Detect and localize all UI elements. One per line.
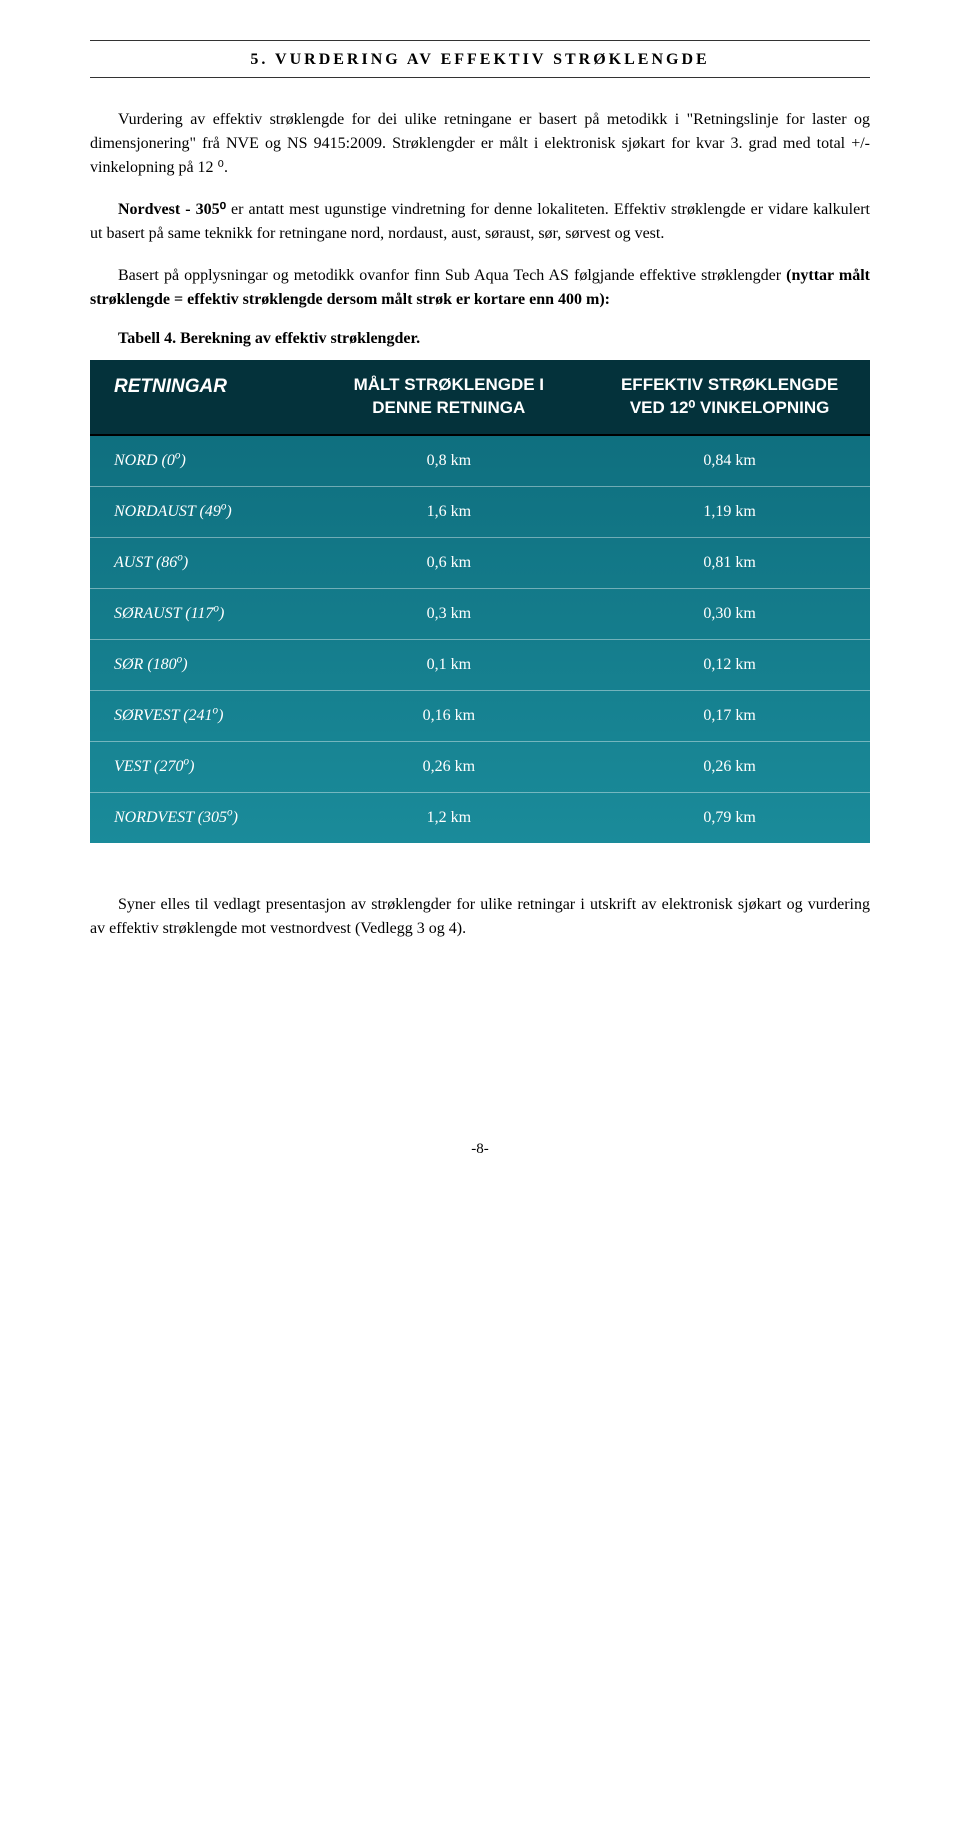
para2-bold-lead: Nordvest - 305⁰ [118, 201, 226, 218]
cell-dir: SØRAUST (117 [114, 605, 213, 622]
page: 5. VURDERING AV EFFEKTIV STRØKLENGDE Vur… [0, 0, 960, 1218]
table-row: SØR (180o) 0,1 km 0,12 km [90, 639, 870, 690]
table-body: NORD (0o) 0,8 km 0,84 km NORDAUST (49o) … [90, 435, 870, 843]
rule-top [90, 40, 870, 41]
cell-eff: 0,26 km [589, 741, 870, 792]
table-row: AUST (86o) 0,6 km 0,81 km [90, 537, 870, 588]
paragraph-1: Vurdering av effektiv strøklengde for de… [90, 108, 870, 180]
table-row: VEST (270o) 0,26 km 0,26 km [90, 741, 870, 792]
cell-close: ) [218, 707, 223, 724]
cell-malt: 0,1 km [308, 639, 589, 690]
paragraph-4: Syner elles til vedlagt presentasjon av … [90, 893, 870, 941]
cell-dir: NORDVEST (305 [114, 809, 227, 826]
cell-eff: 0,79 km [589, 792, 870, 843]
section-title: 5. VURDERING AV EFFEKTIV STRØKLENGDE [90, 47, 870, 77]
cell-dir: AUST (86 [114, 554, 177, 571]
cell-eff: 0,17 km [589, 690, 870, 741]
cell-close: ) [189, 758, 194, 775]
cell-malt: 0,16 km [308, 690, 589, 741]
th-retningar: RETNINGAR [90, 360, 308, 435]
table-row: NORDAUST (49o) 1,6 km 1,19 km [90, 486, 870, 537]
cell-close: ) [180, 452, 185, 469]
cell-eff: 0,30 km [589, 588, 870, 639]
table-row: NORD (0o) 0,8 km 0,84 km [90, 435, 870, 487]
table-row: SØRVEST (241o) 0,16 km 0,17 km [90, 690, 870, 741]
cell-eff: 0,12 km [589, 639, 870, 690]
cell-close: ) [233, 809, 238, 826]
cell-malt: 0,3 km [308, 588, 589, 639]
cell-malt: 0,8 km [308, 435, 589, 487]
paragraph-3: Basert på opplysningar og metodikk ovanf… [90, 264, 870, 312]
para3-lead: Basert på opplysningar og metodikk ovanf… [118, 267, 786, 284]
th-malt-l2: DENNE RETNINGA [372, 398, 525, 417]
cell-malt: 0,6 km [308, 537, 589, 588]
cell-dir: VEST (270 [114, 758, 183, 775]
cell-close: ) [182, 656, 187, 673]
table-row: NORDVEST (305o) 1,2 km 0,79 km [90, 792, 870, 843]
cell-dir: NORDAUST (49 [114, 503, 221, 520]
stroklengde-table: RETNINGAR MÅLT STRØKLENGDE I DENNE RETNI… [90, 360, 870, 843]
th-malt-l1: MÅLT STRØKLENGDE I [354, 375, 544, 394]
cell-dir: SØRVEST (241 [114, 707, 213, 724]
cell-malt: 0,26 km [308, 741, 589, 792]
page-number: -8- [90, 1141, 870, 1158]
cell-close: ) [183, 554, 188, 571]
th-effektiv: EFFEKTIV STRØKLENGDE VED 12⁰ VINKELOPNIN… [589, 360, 870, 435]
cell-close: ) [219, 605, 224, 622]
cell-eff: 1,19 km [589, 486, 870, 537]
rule-bottom [90, 77, 870, 78]
cell-malt: 1,6 km [308, 486, 589, 537]
th-malt: MÅLT STRØKLENGDE I DENNE RETNINGA [308, 360, 589, 435]
table-row: SØRAUST (117o) 0,3 km 0,30 km [90, 588, 870, 639]
cell-eff: 0,84 km [589, 435, 870, 487]
cell-dir: NORD (0 [114, 452, 175, 469]
cell-close: ) [226, 503, 231, 520]
table-head: RETNINGAR MÅLT STRØKLENGDE I DENNE RETNI… [90, 360, 870, 435]
table-caption: Tabell 4. Berekning av effektiv strøklen… [118, 330, 870, 348]
cell-dir: SØR (180 [114, 656, 177, 673]
th-eff-l1: EFFEKTIV STRØKLENGDE [621, 375, 838, 394]
paragraph-2: Nordvest - 305⁰ er antatt mest ugunstige… [90, 198, 870, 246]
cell-malt: 1,2 km [308, 792, 589, 843]
th-eff-l2: VED 12⁰ VINKELOPNING [630, 398, 830, 417]
cell-eff: 0,81 km [589, 537, 870, 588]
